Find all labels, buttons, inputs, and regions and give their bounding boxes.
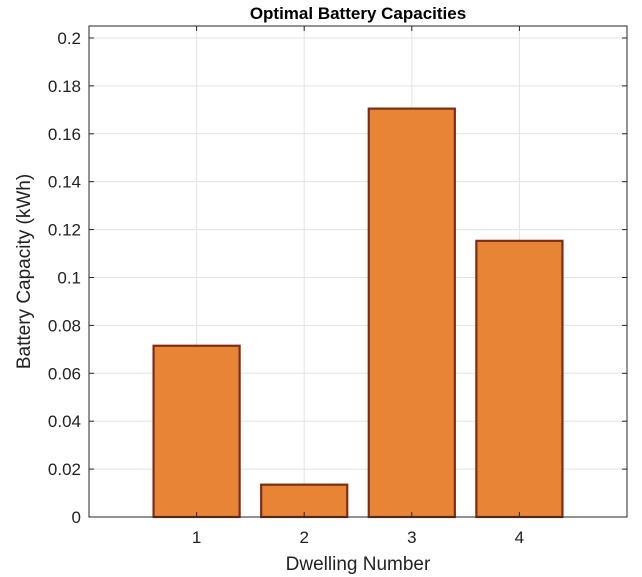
y-tick-label: 0.2 [57,29,81,48]
x-tick-label: 1 [192,528,201,547]
y-tick-label: 0.14 [48,173,81,192]
y-tick-label: 0.04 [48,412,81,431]
y-tick-label: 0 [72,508,81,527]
x-tick-label: 4 [515,528,524,547]
bar-dwelling-1 [152,344,241,519]
y-tick-label: 0.08 [48,316,81,335]
y-tick-label: 0.12 [48,221,81,240]
x-tick-label: 3 [407,528,416,547]
x-axis-label: Dwelling Number [286,554,431,575]
y-tick-label: 0.18 [48,77,81,96]
bar-dwelling-2 [260,483,349,519]
axis-ticks: 0 0.02 0.04 0.06 0.08 0.1 0.12 0.14 0.16 0.18 0.2 1… [48,26,627,547]
bar-dwelling-4 [475,239,564,519]
y-axis-label: Battery Capacity (kWh) [14,174,35,369]
bar-dwelling-3 [367,107,456,519]
y-tick-label: 0.16 [48,125,81,144]
chart-title: Optimal Battery Capacities [250,4,466,23]
plot-area-frame [88,25,628,518]
y-tick-label: 0.02 [48,460,81,479]
y-tick-label: 0.06 [48,364,81,383]
y-tick-label: 0.1 [57,268,81,287]
x-tick-label: 2 [299,528,308,547]
bars [152,107,564,519]
